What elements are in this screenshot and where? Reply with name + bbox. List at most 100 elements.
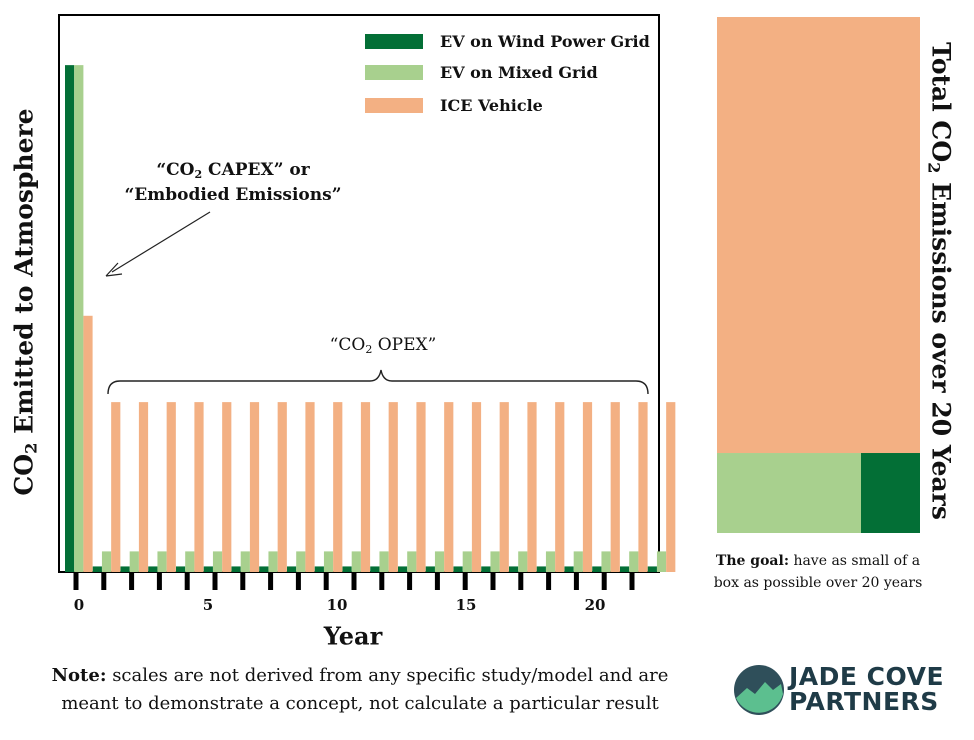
- bar-ice-year-9: [333, 402, 343, 572]
- bar-ice-year-17: [555, 402, 565, 572]
- bar-mixed-year-21: [656, 551, 667, 572]
- bar-ice-year-14: [471, 402, 482, 572]
- total-box-ice: [717, 17, 920, 454]
- x-tick-mark: [295, 572, 301, 590]
- legend-item-wind: EV on Wind Power Grid: [365, 31, 650, 51]
- x-tick-mark: [379, 572, 385, 590]
- x-tick-label-10: 10: [326, 596, 348, 614]
- bar-mixed-year-11: [379, 551, 389, 572]
- bar-wind-year-12: [398, 566, 408, 572]
- bar-ice-year-6: [249, 402, 260, 572]
- bar-ice-year-11: [388, 402, 398, 572]
- x-axis-label: Year: [323, 621, 383, 651]
- x-tick-label-15: 15: [455, 596, 477, 614]
- x-tick-mark: [434, 572, 440, 590]
- x-tick-mark: [323, 572, 329, 590]
- bar-mixed-year-17: [545, 551, 556, 572]
- bar-ice-year-13: [444, 402, 454, 572]
- opex-brace: [107, 369, 649, 395]
- bar-ice-year-8: [305, 402, 315, 572]
- x-tick-mark: [573, 572, 579, 590]
- bar-ice-year-20: [638, 402, 648, 572]
- bar-wind-year-18: [564, 566, 574, 572]
- bar-mixed-year-3: [157, 551, 167, 572]
- x-tick-mark: [240, 572, 246, 590]
- legend-label-ice: ICE Vehicle: [440, 95, 543, 115]
- legend-item-mixed: EV on Mixed Grid: [365, 62, 598, 82]
- bar-mixed-year-6: [240, 551, 250, 572]
- bar-wind-year-20: [620, 566, 630, 572]
- opex-annotation: “CO2 OPEX”: [329, 335, 437, 356]
- bar-mixed-year-7: [268, 551, 278, 572]
- bar-wind-year-1: [92, 566, 102, 572]
- bar-ice-year-4: [194, 402, 204, 572]
- x-tick-label-0: 0: [73, 596, 85, 614]
- legend-label-wind: EV on Wind Power Grid: [440, 31, 650, 51]
- legend-swatch-ice: [365, 97, 423, 113]
- x-tick-mark: [101, 572, 107, 590]
- bar-mixed-year-13: [434, 551, 445, 572]
- bar-wind-year-2: [120, 566, 130, 572]
- x-tick-mark: [601, 572, 607, 590]
- bar-mixed-year-4: [185, 551, 195, 572]
- logo-wordmark: JADE COVE PARTNERS: [789, 662, 945, 716]
- bar-wind-year-14: [453, 566, 463, 572]
- capex-arrow-line: [111, 211, 211, 273]
- bar-ice-year-3: [166, 402, 176, 572]
- total-box-wind: [861, 453, 920, 533]
- legend-swatch-mixed: [365, 64, 423, 80]
- bar-ice-year-19: [610, 402, 620, 572]
- bar-ice-year-15: [499, 402, 509, 572]
- goal-caption: The goal: have as small of a box as poss…: [713, 553, 923, 591]
- x-tick-mark: [73, 572, 79, 590]
- x-tick-label-20: 20: [584, 596, 606, 614]
- bar-wind-year-4: [176, 566, 186, 572]
- y-axis-label: CO2 Emitted to Atmosphere: [9, 108, 41, 496]
- total-emissions-label: Total CO2 Emissions over 20 Years: [924, 42, 956, 520]
- bar-wind-year-6: [231, 566, 241, 572]
- bar-mixed-year-9: [323, 551, 334, 572]
- bar-mixed-year-19: [601, 551, 611, 572]
- bar-ice-year-21: [666, 402, 676, 572]
- bar-wind-year-17: [536, 566, 546, 572]
- footnote: Note: scales are not derived from any sp…: [51, 665, 669, 714]
- bar-ice-year-2: [138, 402, 149, 572]
- bar-ice-year-10: [360, 402, 371, 572]
- bar-ice-year-7: [277, 402, 287, 572]
- bar-mixed-year-16: [518, 551, 528, 572]
- bar-ice-year-12: [416, 402, 426, 572]
- bar-mixed-year-1: [101, 551, 112, 572]
- bar-wind-year-10: [342, 566, 352, 572]
- logo-mark-icon: [734, 665, 784, 715]
- bar-wind-year-7: [259, 566, 269, 572]
- legend-swatch-wind: [365, 33, 423, 49]
- bar-ice-year-16: [527, 402, 537, 572]
- bar-wind-year-11: [370, 566, 380, 572]
- legend-item-ice: ICE Vehicle: [365, 95, 543, 115]
- bar-wind-year-9: [314, 566, 324, 572]
- bar-mixed-year-10: [351, 551, 361, 572]
- bar-ice-year-18: [582, 402, 593, 572]
- bar-mixed-year-15: [490, 551, 500, 572]
- bar-mixed-year-12: [407, 551, 417, 572]
- bar-mixed-year-2: [129, 551, 139, 572]
- plot-frame: [58, 14, 660, 573]
- x-tick-mark: [407, 572, 413, 590]
- bar-wind-year-21: [647, 566, 657, 572]
- bar-wind-year-5: [203, 566, 213, 572]
- bar-mixed-year-5: [212, 551, 223, 572]
- legend-label-mixed: EV on Mixed Grid: [440, 62, 598, 82]
- bar-mixed-year-18: [573, 551, 583, 572]
- capex-arrow-head: [105, 262, 123, 277]
- bar-wind-year-16: [509, 566, 519, 572]
- bar-mixed-year-8: [296, 551, 306, 572]
- x-tick-mark: [490, 572, 496, 590]
- bar-mixed-year-20: [629, 551, 639, 572]
- x-tick-mark: [212, 572, 218, 590]
- x-tick-mark: [184, 572, 190, 590]
- x-tick-mark: [518, 572, 524, 590]
- bar-wind-year-8: [287, 566, 297, 572]
- bar-mixed-year-14: [462, 551, 472, 572]
- capex-annotation: “CO2 CAPEX” or “Embodied Emissions”: [124, 160, 342, 205]
